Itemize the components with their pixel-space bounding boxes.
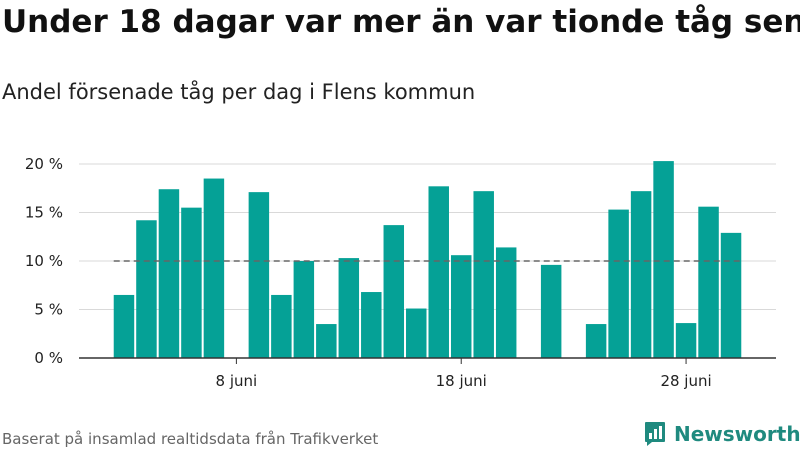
- y-tick-label: 20 %: [25, 155, 63, 173]
- bar: [136, 220, 157, 358]
- bar: [316, 324, 337, 358]
- bar: [361, 292, 382, 358]
- bar: [585, 324, 607, 358]
- newsworthy-logo: Newsworthy: [644, 420, 800, 448]
- bar: [181, 207, 202, 358]
- bar: [630, 191, 652, 358]
- bar: [338, 258, 360, 358]
- x-tick-label: 28 juni: [660, 372, 711, 390]
- logo-wordmark: Newsworthy: [674, 422, 800, 446]
- bar: [473, 191, 494, 358]
- bar: [293, 261, 315, 358]
- bar: [720, 232, 742, 358]
- bar: [608, 209, 629, 358]
- bar: [271, 294, 292, 358]
- bar: [653, 161, 674, 358]
- bar: [383, 225, 405, 358]
- bar: [450, 255, 472, 358]
- newsworthy-chart-logo-icon: [645, 422, 665, 446]
- y-tick-label: 15 %: [25, 204, 63, 222]
- bar: [203, 178, 225, 358]
- x-tick-label: 18 juni: [436, 372, 487, 390]
- bar: [540, 264, 562, 358]
- chart-title: Under 18 dagar var mer än var tionde tåg…: [2, 4, 800, 40]
- bar: [495, 247, 517, 358]
- y-tick-label: 5 %: [34, 301, 63, 319]
- bar: [406, 308, 427, 358]
- y-tick-label: 0 %: [34, 349, 63, 367]
- bar: [158, 189, 180, 358]
- bar-chart: 0 % 5 % 10 % 15 % 20 % 8 juni 18 juni 28 juni: [25, 155, 776, 390]
- source-footnote: Baserat på insamlad realtidsdata från Tr…: [2, 430, 379, 448]
- bar: [113, 294, 135, 358]
- y-tick-label: 10 %: [25, 252, 63, 270]
- bar: [698, 206, 719, 358]
- bar: [248, 192, 270, 358]
- chart-subtitle: Andel försenade tåg per dag i Flens komm…: [2, 80, 476, 104]
- bar: [428, 186, 449, 358]
- bar: [675, 323, 697, 358]
- x-tick-label: 8 juni: [216, 372, 258, 390]
